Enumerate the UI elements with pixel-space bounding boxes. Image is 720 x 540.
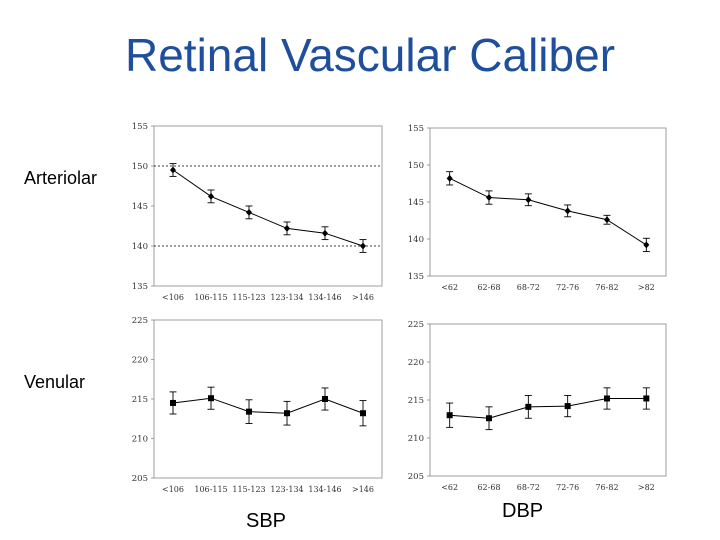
data-point: [643, 395, 650, 402]
x-tick-label: 62-68: [477, 483, 500, 492]
data-point: [322, 229, 328, 237]
y-tick-label: 210: [132, 435, 148, 445]
x-tick-label: 68-72: [517, 483, 540, 492]
y-tick-label: 145: [408, 198, 424, 208]
data-point: [322, 396, 328, 402]
x-tick-label: 106-115: [194, 485, 227, 494]
series-line: [172, 169, 364, 247]
y-tick-label: 150: [132, 162, 148, 172]
x-tick-label: 106-115: [194, 293, 227, 302]
data-point: [284, 224, 290, 232]
x-tick-label: 134-146: [308, 485, 341, 494]
col-label-sbp: SBP: [246, 510, 287, 532]
y-tick-label: 155: [132, 122, 148, 132]
data-point: [643, 241, 650, 249]
data-point: [486, 194, 492, 202]
series-line: [172, 397, 364, 414]
data-point: [525, 403, 532, 410]
x-tick-label: 134-146: [308, 293, 341, 302]
series-line: [449, 177, 647, 246]
y-tick-label: 135: [408, 272, 424, 282]
x-tick-label: 115-123: [232, 293, 265, 302]
x-tick-label: 68-72: [517, 283, 540, 292]
data-point: [446, 174, 453, 182]
x-tick-label: 62-68: [477, 283, 500, 292]
data-point: [604, 395, 610, 402]
data-point: [246, 208, 252, 216]
y-tick-label: 215: [132, 395, 148, 405]
y-tick-label: 155: [408, 124, 424, 134]
plot-frame: [153, 125, 383, 287]
arteriolar-dbp-chart: 135 140 145 150 155 <62 62-68 68-72 72-76 76-82 >8…: [408, 124, 667, 292]
data-point: [170, 399, 176, 406]
y-tick-label: 145: [132, 202, 148, 212]
y-tick-label: 210: [408, 434, 424, 444]
x-tick-label: 72-76: [556, 283, 579, 292]
x-tick-label: 72-76: [556, 483, 579, 492]
data-point: [360, 242, 366, 250]
x-tick-label: <106: [162, 485, 184, 494]
data-point: [564, 403, 571, 410]
data-point: [170, 166, 176, 174]
y-tick-label: 225: [132, 316, 148, 326]
row-label-arteriolar: Arteriolar: [24, 168, 98, 188]
y-tick-label: 205: [132, 474, 148, 484]
series-line: [449, 397, 647, 419]
y-tick-label: 150: [408, 161, 424, 171]
y-tick-label: 135: [132, 282, 148, 292]
data-point: [246, 408, 252, 415]
plot-frame: [153, 319, 383, 479]
data-point: [525, 196, 532, 204]
y-tick-label: 220: [132, 356, 148, 366]
row-label-venular: Venular: [24, 372, 86, 392]
x-tick-label: >146: [352, 485, 374, 494]
x-tick-label: 115-123: [232, 485, 265, 494]
y-tick-label: 140: [408, 235, 424, 245]
y-tick-label: 140: [132, 242, 148, 252]
x-tick-label: 76-82: [595, 483, 618, 492]
data-point: [486, 415, 492, 422]
data-point: [360, 410, 366, 417]
plot-frame: [429, 323, 667, 477]
x-tick-label: 76-82: [595, 283, 618, 292]
venular-sbp-chart: 205 210 215 220 225 <106 106-115 115-123 123-134…: [132, 316, 383, 494]
plot-frame: [429, 127, 667, 277]
slide-title: Retinal Vascular Caliber: [124, 29, 616, 81]
x-tick-label: <62: [441, 283, 458, 292]
data-point: [284, 410, 290, 417]
col-label-dbp: DBP: [502, 500, 544, 522]
y-tick-label: 220: [408, 358, 424, 368]
data-point: [604, 216, 610, 224]
x-tick-label: 123-134: [270, 485, 303, 494]
data-point: [208, 395, 214, 402]
data-point: [564, 207, 571, 215]
x-tick-label: >82: [638, 483, 655, 492]
x-tick-label: >82: [638, 283, 655, 292]
y-tick-label: 215: [408, 396, 424, 406]
x-tick-label: <62: [441, 483, 458, 492]
data-point: [446, 412, 453, 419]
y-tick-label: 225: [408, 320, 424, 330]
data-point: [208, 192, 214, 200]
x-tick-label: <106: [162, 293, 184, 302]
x-tick-label: >146: [352, 293, 374, 302]
arteriolar-sbp-chart: 135 140 145 150 155 <106 106-115 115-123 123-134…: [132, 122, 383, 302]
y-tick-label: 205: [408, 472, 424, 482]
venular-dbp-chart: 205 210 215 220 225 <62 62-68 68-72 72-76 76-82 >8…: [408, 320, 667, 492]
x-tick-label: 123-134: [270, 293, 303, 302]
